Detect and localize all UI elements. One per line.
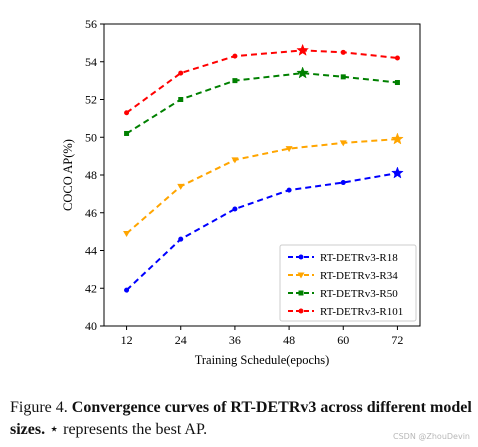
data-point <box>232 206 238 212</box>
data-point <box>285 146 293 153</box>
y-axis-label: COCO AP(%) <box>61 139 75 211</box>
y-tick-label: 52 <box>85 93 97 107</box>
legend-label-3: RT-DETRv3-R101 <box>320 306 403 318</box>
series-line-0 <box>125 172 398 291</box>
caption-rest-text: represents the best AP. <box>63 421 208 438</box>
data-point <box>340 74 346 80</box>
data-point <box>339 140 347 147</box>
series-line-2 <box>126 72 398 135</box>
chart: 12 24 36 48 60 72 40 42 44 46 48 50 52 54 56 Training S… <box>61 17 421 367</box>
data-point <box>124 130 130 136</box>
best-star-marker <box>296 43 310 56</box>
data-point <box>178 97 184 102</box>
best-star-marker <box>391 132 404 145</box>
y-tick-label: 46 <box>85 206 97 220</box>
data-point <box>178 236 184 242</box>
x-tick-label: 12 <box>121 333 133 347</box>
data-point <box>232 78 238 84</box>
watermark: CSDN @ZhouDevin <box>393 432 470 441</box>
data-point <box>286 187 292 193</box>
data-point <box>124 287 130 293</box>
data-point <box>178 70 184 76</box>
data-point <box>394 55 400 61</box>
y-tick-label: 54 <box>85 55 97 69</box>
legend-marker-0 <box>298 254 304 260</box>
data-point <box>394 80 400 86</box>
caption-star-symbol: ⋆ <box>49 421 60 438</box>
legend-box <box>279 244 417 322</box>
legend-marker-3 <box>298 308 304 314</box>
data-point <box>124 110 130 116</box>
x-tick-label: 60 <box>337 333 349 347</box>
caption-bold-text: Convergence curves of RT-DETRv3 across d… <box>10 399 472 438</box>
legend-marker-2 <box>298 290 304 296</box>
legend-marker-1 <box>297 272 305 279</box>
data-point <box>231 157 239 164</box>
y-tick-label: 42 <box>85 281 97 295</box>
legend-label-2: RT-DETRv3-R50 <box>320 288 398 300</box>
data-point <box>123 231 131 238</box>
best-star-marker <box>391 166 404 179</box>
y-tick-label: 44 <box>85 244 97 258</box>
best-star-marker <box>296 66 310 79</box>
y-tick-label: 56 <box>85 17 97 31</box>
legend-label-0: RT-DETRv3-R18 <box>320 252 398 264</box>
data-point <box>340 180 346 186</box>
legend-label-1: RT-DETRv3-R34 <box>320 270 398 282</box>
caption-label: Figure 4. <box>10 399 68 416</box>
figure-caption: Figure 4. Convergence curves of RT-DETRv… <box>10 397 472 441</box>
data-point <box>177 183 185 190</box>
x-axis-label: Training Schedule(epochs) <box>195 353 330 367</box>
data-point <box>232 53 238 59</box>
y-tick-label: 40 <box>85 319 97 333</box>
x-tick-label: 24 <box>175 333 187 347</box>
y-tick-label: 50 <box>85 130 97 144</box>
series-line-3 <box>126 49 398 114</box>
x-tick-label: 48 <box>283 333 295 347</box>
x-tick-label: 72 <box>391 333 403 347</box>
data-point <box>340 49 346 55</box>
series-line-1 <box>125 138 398 235</box>
y-tick-label: 48 <box>85 168 97 182</box>
x-tick-label: 36 <box>229 333 241 347</box>
